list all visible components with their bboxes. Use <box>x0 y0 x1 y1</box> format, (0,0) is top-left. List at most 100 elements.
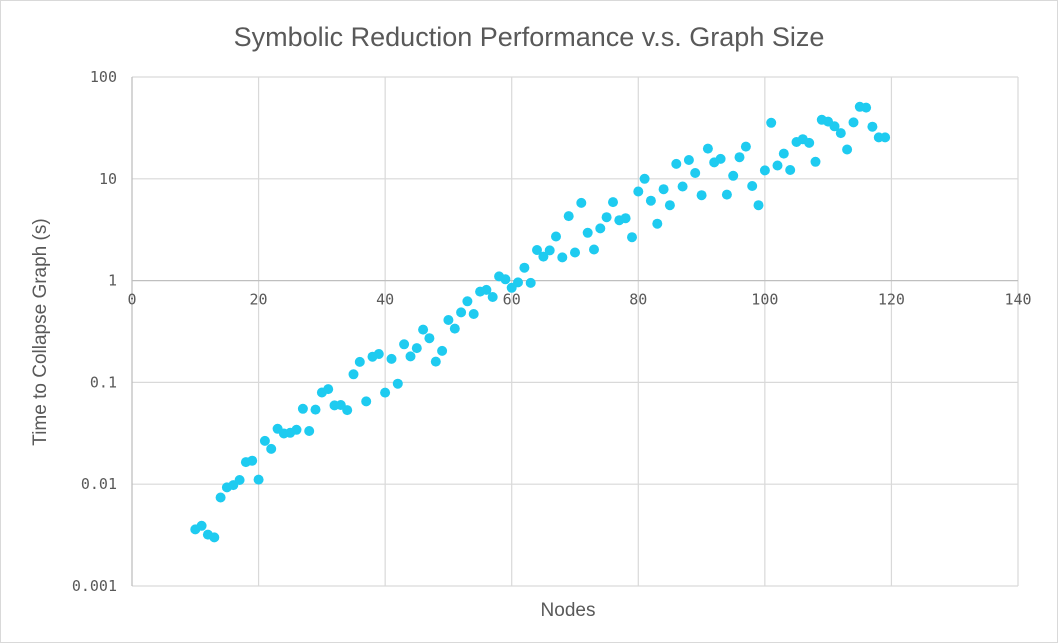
data-point <box>829 121 840 132</box>
data-point <box>380 387 391 398</box>
data-point <box>702 143 713 154</box>
gridlines <box>132 76 1019 587</box>
data-point <box>456 307 467 318</box>
data-point <box>538 251 549 262</box>
data-point <box>519 262 530 273</box>
data-point <box>861 102 872 113</box>
data-point <box>772 160 783 171</box>
x-tick-label: 100 <box>751 291 778 309</box>
data-point <box>196 520 207 531</box>
axes <box>131 77 1018 586</box>
x-axis-label: Nodes <box>541 600 596 621</box>
data-point <box>690 168 701 178</box>
y-tick-labels: 0.001 0.01 0.1 1 10 100 <box>72 68 117 595</box>
data-point <box>652 218 663 229</box>
data-point <box>639 173 650 184</box>
data-point <box>747 181 758 191</box>
data-point <box>721 189 732 200</box>
data-point <box>487 292 498 302</box>
data-point <box>361 396 372 407</box>
data-point <box>608 197 618 208</box>
data-point <box>620 213 631 224</box>
data-point <box>570 247 580 258</box>
data-point <box>209 532 220 543</box>
data-point <box>500 274 511 285</box>
x-tick-label: 80 <box>629 291 647 309</box>
x-tick-labels: 0 20 40 60 80 100 120 140 <box>127 291 1031 309</box>
data-point <box>601 212 612 223</box>
data-point <box>728 170 739 181</box>
data-point <box>734 152 745 163</box>
data-point <box>399 339 410 350</box>
data-point <box>766 117 777 128</box>
data-point <box>696 190 707 201</box>
data-point <box>589 244 599 255</box>
data-point <box>582 227 593 238</box>
y-tick-label: 0.001 <box>72 577 117 595</box>
data-point <box>671 158 682 169</box>
data-point <box>677 181 688 192</box>
data-point <box>576 197 587 208</box>
data-point <box>563 211 574 222</box>
data-point <box>266 443 277 454</box>
chart-title: Symbolic Reduction Performance v.s. Grap… <box>234 22 825 52</box>
data-point <box>247 455 258 466</box>
data-point <box>348 369 359 380</box>
data-point <box>715 153 726 164</box>
data-point <box>544 245 555 256</box>
data-point <box>759 165 770 176</box>
data-point <box>595 223 606 234</box>
data-point <box>215 492 226 503</box>
x-tick-label: 60 <box>503 291 521 309</box>
x-tick-label: 0 <box>127 291 136 309</box>
data-point <box>525 277 536 288</box>
data-point <box>785 165 796 175</box>
x-tick-label: 40 <box>376 291 394 309</box>
data-point <box>418 324 429 335</box>
data-point <box>658 184 669 195</box>
data-point <box>778 148 789 159</box>
data-point <box>835 128 846 139</box>
y-axis-label: Time to Collapse Graph (s) <box>30 218 51 445</box>
data-point <box>740 141 751 152</box>
data-point <box>323 384 334 395</box>
x-tick-label: 20 <box>250 291 268 309</box>
data-point <box>424 333 435 344</box>
data-point <box>753 200 764 211</box>
data-point <box>253 474 264 485</box>
data-point <box>342 405 353 416</box>
data-point <box>405 351 416 362</box>
data-point <box>304 426 315 436</box>
data-point <box>373 349 384 359</box>
data-point <box>513 277 523 288</box>
x-tick-label: 120 <box>878 291 905 309</box>
data-point <box>462 296 473 307</box>
data-point <box>880 132 891 143</box>
data-point <box>810 156 821 167</box>
data-point <box>848 117 859 128</box>
data-point <box>437 345 448 356</box>
data-point <box>633 186 644 197</box>
y-tick-label: 10 <box>99 170 117 188</box>
data-point <box>481 284 492 295</box>
data-point <box>392 378 403 389</box>
data-point <box>411 343 422 354</box>
data-point <box>842 144 853 155</box>
y-tick-label: 1 <box>108 272 117 290</box>
data-point <box>645 195 656 206</box>
y-tick-label: 0.1 <box>90 373 117 391</box>
data-point <box>430 356 441 367</box>
data-point <box>354 356 365 367</box>
data-point <box>449 323 460 334</box>
data-point <box>386 353 397 364</box>
data-points <box>190 101 891 543</box>
data-point <box>551 231 561 242</box>
data-point <box>664 200 675 211</box>
x-tick-label: 140 <box>1004 291 1031 309</box>
data-point <box>234 475 245 485</box>
data-point <box>297 403 308 414</box>
y-tick-label: 100 <box>90 68 117 86</box>
data-point <box>443 315 454 325</box>
